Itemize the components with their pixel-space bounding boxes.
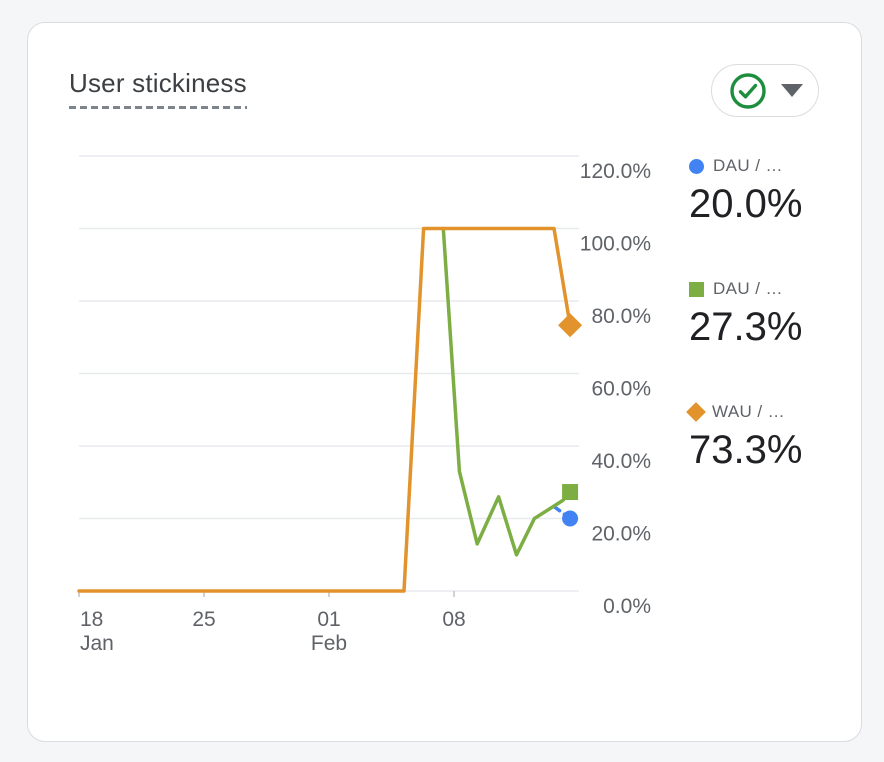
y-axis-label: 60.0%	[591, 378, 651, 401]
legend-item: DAU / … 20.0%	[689, 154, 859, 228]
page-title: User stickiness	[69, 68, 247, 98]
y-axis-label: 0.0%	[603, 595, 651, 618]
y-axis-label: 40.0%	[591, 450, 651, 473]
series-line	[77, 226, 572, 593]
data-quality-dropdown-button[interactable]	[711, 64, 819, 117]
line-chart[interactable]: 120.0% 100.0% 80.0% 60.0% 40.0% 20.0% 0.0% 18Ja…	[28, 23, 863, 743]
legend-swatch-circle	[689, 158, 704, 174]
legend-swatch-diamond	[686, 402, 706, 422]
legend-item-value: 27.3%	[689, 305, 803, 349]
x-axis-label: 08	[442, 608, 465, 631]
legend-item-label: WAU / …	[712, 402, 785, 421]
legend-swatch-square	[689, 281, 704, 297]
end-marker-circle	[562, 510, 579, 527]
series-line	[441, 226, 572, 557]
y-axis-label: 80.0%	[591, 305, 651, 328]
check-circle-icon	[729, 72, 766, 109]
legend-item-label: DAU / …	[713, 156, 783, 175]
x-axis-label: 01	[317, 608, 340, 631]
x-axis-sublabel: Feb	[311, 632, 347, 655]
title-dashed-underline	[69, 105, 247, 109]
chart-container[interactable]: 120.0% 100.0% 80.0% 60.0% 40.0% 20.0% 0.0% 18 Ja…	[28, 23, 863, 743]
stickiness-card: User stickiness 120.0% 100.0% 80.0% 60.0% 40…	[27, 22, 862, 742]
legend-item: DAU / … 27.3%	[689, 277, 859, 351]
card-title-block[interactable]: User stickiness	[69, 67, 247, 109]
caret-down-icon	[780, 84, 803, 97]
legend-item: WAU / … 73.3%	[686, 400, 859, 474]
x-axis-label: 25	[192, 608, 215, 631]
y-axis-label: 120.0%	[580, 160, 651, 183]
legend-item-label: DAU / …	[713, 279, 783, 298]
end-marker-square	[562, 484, 579, 501]
legend-item-value: 20.0%	[689, 182, 803, 226]
x-axis-sublabel: Jan	[80, 632, 114, 655]
y-axis-label: 100.0%	[580, 233, 651, 256]
legend-item-value: 73.3%	[689, 428, 803, 472]
x-axis-label: 18	[80, 608, 103, 631]
end-marker-diamond	[558, 313, 583, 338]
y-axis-label: 20.0%	[591, 523, 651, 546]
